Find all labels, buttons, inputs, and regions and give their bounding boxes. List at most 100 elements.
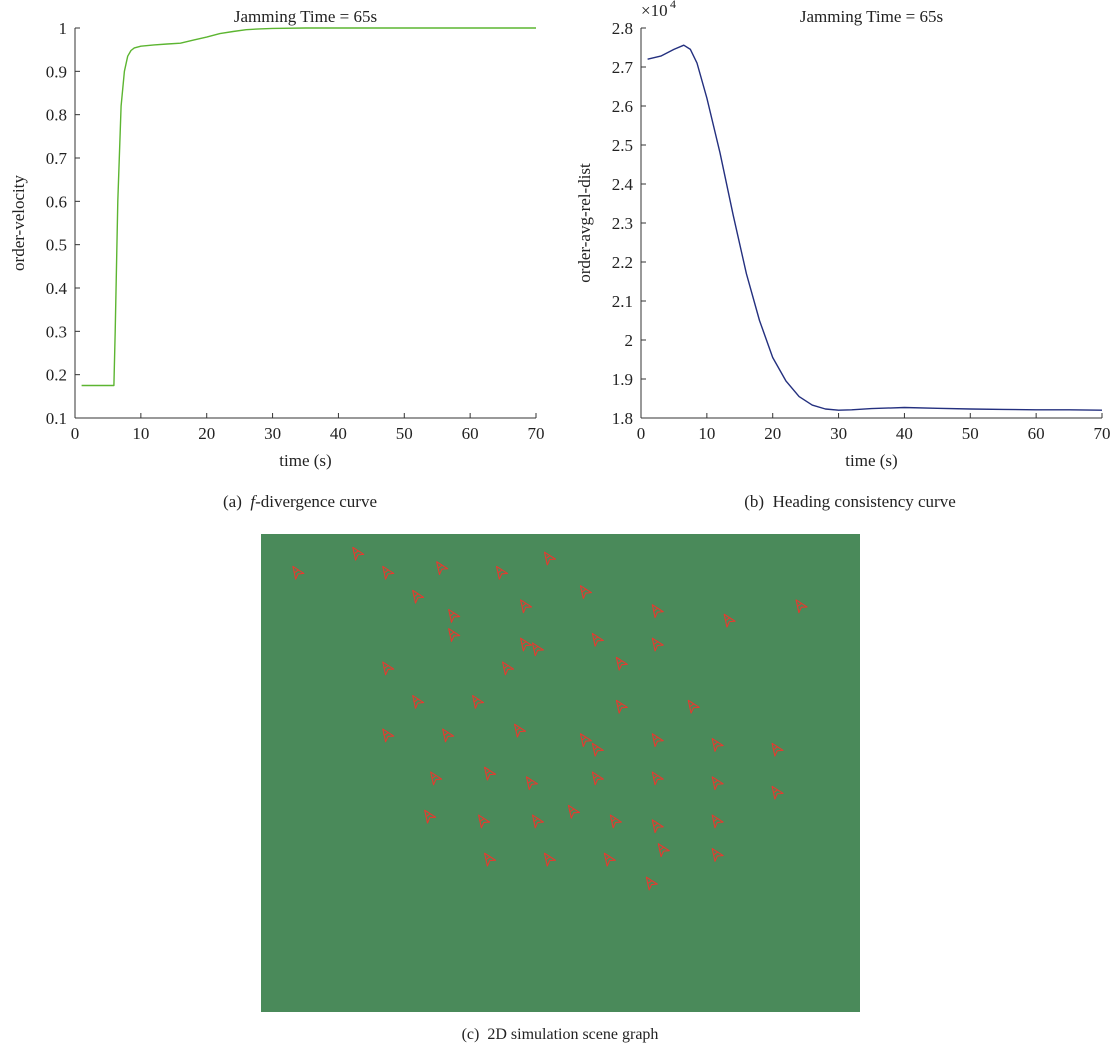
series-line: [647, 44, 1103, 411]
arrowhead-icon: [514, 723, 527, 738]
chart-title: Jamming Time = 65s: [800, 7, 943, 26]
y-tick-label: 2.1: [612, 292, 633, 311]
agent-shape: [382, 728, 395, 743]
caption-a: (a) f-divergence curve: [60, 492, 540, 512]
x-tick-label: 50: [962, 424, 979, 443]
chart-b-heading-consistency: 0 10 20 30 40 50 60 70 1.8 1.9 2 2.1 2.2 2.3 2.4 2.5 2.6…: [575, 0, 1111, 470]
caption-b-text: Heading consistency curve: [772, 492, 956, 511]
caption-a-symbol: f: [250, 492, 256, 511]
x-axis-label: time (s): [845, 451, 897, 470]
caption-c: (c) 2D simulation scene graph: [260, 1026, 860, 1044]
agent-shape: [615, 699, 628, 714]
x-tick-label: 40: [896, 424, 913, 443]
arrowhead-icon: [651, 771, 664, 786]
arrowhead-icon: [352, 546, 365, 561]
agent-shape: [352, 546, 365, 561]
arrowhead-icon: [543, 852, 557, 867]
arrowhead-icon: [651, 733, 664, 748]
x-tick-label: 0: [637, 424, 646, 443]
arrowhead-icon: [382, 661, 395, 676]
agent-shape: [687, 699, 700, 714]
y-tick-label: 2.4: [612, 175, 634, 194]
arrowhead-icon: [651, 637, 664, 652]
arrowhead-icon: [424, 809, 437, 824]
arrowhead-icon: [603, 852, 616, 867]
y-tick-label: 0.8: [46, 106, 67, 125]
arrowhead-icon: [687, 699, 700, 714]
agent-shape: [543, 551, 557, 566]
arrowhead-icon: [723, 613, 736, 628]
agent-shape: [448, 628, 461, 642]
arrowhead-icon: [609, 814, 622, 829]
arrowhead-icon: [502, 661, 515, 676]
agent-shape: [292, 565, 305, 580]
agent-shape: [615, 656, 628, 671]
arrowhead-icon: [657, 843, 670, 858]
arrowhead-icon: [484, 852, 497, 867]
agent-shape: [795, 599, 808, 614]
arrowhead-icon: [531, 642, 545, 657]
x-tick-label: 30: [264, 424, 281, 443]
y-tick-label: 1.9: [612, 370, 633, 389]
y-tick-label: 2.2: [612, 253, 633, 272]
agent-shape: [496, 565, 509, 580]
arrowhead-icon: [771, 785, 784, 800]
y-tick-label: 2.8: [612, 19, 633, 38]
agent-shape: [711, 814, 724, 829]
agent-shape: [484, 852, 497, 867]
y-tick-label: 0.3: [46, 322, 67, 341]
agent-shape: [711, 776, 724, 791]
arrowhead-icon: [651, 604, 664, 619]
arrowhead-icon: [711, 776, 724, 791]
agent-shape: [448, 609, 461, 623]
agent-shape: [651, 733, 664, 748]
arrowhead-icon: [567, 804, 581, 819]
x-axis-label: time (s): [279, 451, 331, 470]
x-tick-label: 30: [830, 424, 847, 443]
arrowhead-icon: [771, 742, 784, 757]
agent-shape: [771, 785, 784, 800]
arrowhead-icon: [430, 771, 443, 786]
agent-shape: [651, 771, 664, 786]
arrowhead-icon: [795, 599, 808, 614]
y-tick-label: 0.7: [46, 149, 68, 168]
x-tick-label: 70: [1094, 424, 1111, 443]
agent-shape: [711, 848, 724, 862]
agent-shape: [382, 661, 395, 676]
agent-shape: [645, 876, 658, 891]
y-axis-label: order-avg-rel-dist: [575, 163, 594, 283]
arrowhead-icon: [645, 876, 658, 891]
arrowhead-icon: [496, 565, 509, 580]
arrowhead-icon: [531, 814, 545, 829]
agent-shape: [525, 776, 539, 791]
agent-shape: [430, 771, 443, 786]
figure-canvas: 0 10 20 30 40 50 60 700.10.20.30.40.50.60.70.80…: [9, 0, 1111, 1012]
agent-shape: [478, 814, 491, 829]
caption-b-label: (b): [744, 492, 765, 511]
arrowhead-icon: [711, 738, 724, 752]
arrowhead-icon: [412, 589, 425, 604]
agent-shape: [567, 804, 581, 819]
agent-shape: [484, 766, 497, 781]
y-tick-label: 2.6: [612, 97, 633, 116]
agent-shape: [442, 728, 455, 743]
arrowhead-icon: [442, 728, 455, 743]
agent-shape: [472, 695, 485, 709]
arrowhead-icon: [651, 819, 664, 834]
y-tick-label: 0.1: [46, 409, 67, 428]
agent-shape: [723, 613, 736, 628]
agent-shape: [591, 771, 604, 786]
agent-shape: [514, 723, 527, 738]
agent-shape: [412, 695, 425, 709]
arrowhead-icon: [579, 585, 593, 599]
arrowhead-icon: [520, 637, 533, 652]
arrowhead-icon: [615, 699, 628, 714]
x-tick-label: 70: [528, 424, 545, 443]
x-tick-label: 10: [132, 424, 149, 443]
agent-shape: [412, 589, 425, 604]
x-tick-label: 60: [1028, 424, 1045, 443]
y-tick-label: 0.9: [46, 62, 67, 81]
x-tick-label: 60: [462, 424, 479, 443]
agent-shape: [436, 561, 449, 576]
arrowhead-icon: [412, 695, 425, 709]
